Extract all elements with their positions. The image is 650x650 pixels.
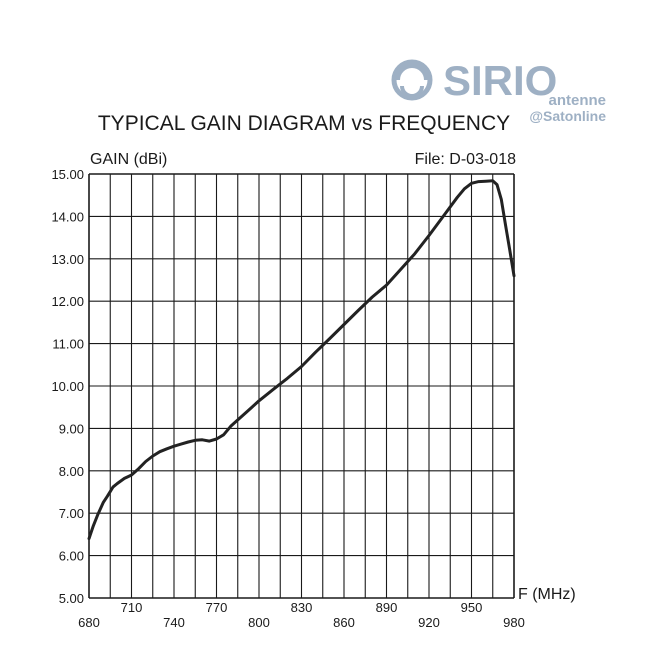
x-tick-label: 890	[376, 600, 398, 615]
sirio-swirl-icon	[391, 59, 433, 101]
y-tick-label: 14.00	[51, 209, 84, 224]
grid	[88, 173, 515, 599]
tick-labels: 5.00 6.00 7.00 8.00 9.00 10.00 11.00 12.00 13.00…	[51, 167, 524, 630]
y-tick-label: 15.00	[51, 167, 84, 182]
x-tick-label: 710	[121, 600, 143, 615]
y-tick-label: 6.00	[59, 549, 84, 564]
x-tick-label: 680	[78, 615, 100, 630]
y-tick-label: 7.00	[59, 506, 84, 521]
gain-series-line	[87, 179, 516, 541]
x-tick-label: 980	[503, 615, 525, 630]
sirio-logo: SIRIO antenne @Satonline	[391, 57, 606, 124]
y-tick-label: 11.00	[52, 337, 84, 352]
y-tick-label: 5.00	[59, 591, 84, 606]
x-tick-label: 800	[248, 615, 270, 630]
y-tick-label: 8.00	[59, 464, 84, 479]
x-axis-label: F (MHz)	[518, 586, 576, 603]
y-tick-label: 12.00	[51, 294, 84, 309]
series-layer	[87, 179, 516, 541]
x-tick-label: 830	[291, 600, 313, 615]
x-tick-label: 950	[461, 600, 483, 615]
file-label: File: D-03-018	[415, 151, 516, 168]
x-tick-label: 740	[163, 615, 185, 630]
y-tick-label: 9.00	[59, 421, 84, 436]
logo-brand: SIRIO	[443, 57, 557, 104]
y-tick-label: 13.00	[51, 252, 84, 267]
chart-title: TYPICAL GAIN DIAGRAM vs FREQUENCY	[98, 112, 510, 135]
watermark-text: @Satonline	[529, 108, 606, 124]
x-tick-label: 920	[418, 615, 440, 630]
y-tick-label: 10.00	[51, 379, 84, 394]
y-axis-label: GAIN (dBi)	[90, 151, 167, 168]
x-tick-label: 770	[206, 600, 228, 615]
x-tick-label: 860	[333, 615, 355, 630]
logo-subtitle: antenne	[548, 92, 606, 109]
